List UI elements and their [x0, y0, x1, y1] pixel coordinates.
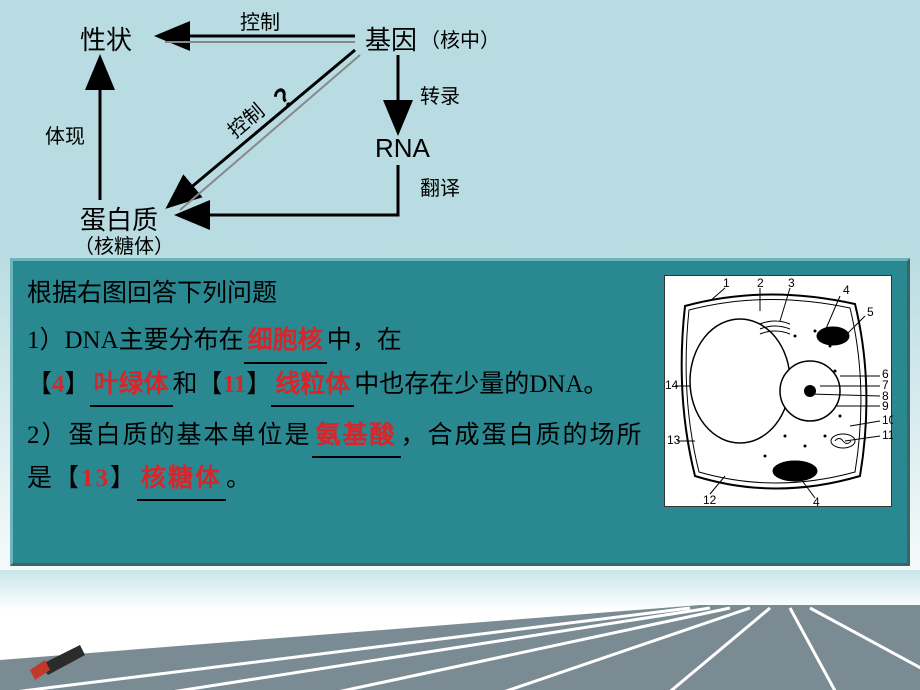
node-gene-loc: （核中）	[420, 24, 500, 53]
node-rna: RNA	[375, 133, 430, 164]
q2-ans2: 核糖体	[141, 465, 222, 492]
svg-text:9: 9	[882, 399, 889, 413]
svg-text:5: 5	[867, 305, 874, 319]
svg-text:13: 13	[667, 433, 681, 447]
svg-text:4: 4	[843, 283, 850, 297]
q1-suffix: 中也存在少量的DNA。	[354, 371, 608, 398]
question-1: 1）DNA主要分布在细胞核中，在 【4】叶绿体和【11】线粒体中也存在少量的DN…	[27, 320, 667, 407]
label-express: 体现	[45, 120, 85, 149]
svg-text:11: 11	[882, 428, 893, 442]
q1-mid3: 】	[246, 371, 271, 398]
running-track	[0, 570, 920, 690]
q2-mid2: 】	[110, 465, 137, 492]
q1-ans3: 线粒体	[275, 371, 350, 398]
label-translate: 翻译	[420, 172, 460, 201]
node-protein-loc: （核糖体）	[74, 230, 174, 259]
q1-mid2: 和【	[173, 371, 223, 398]
q1-ans2: 叶绿体	[94, 371, 169, 398]
q1-b2num: 11	[223, 371, 247, 398]
node-trait: 性状	[80, 20, 132, 57]
concept-diagram: 性状 基因 （核中） RNA 蛋白质 （核糖体） 控制 转录 翻译 体现 控制 …	[0, 0, 920, 250]
q2-bnum: 13	[81, 465, 110, 492]
q1-mid: 中，在	[327, 327, 402, 354]
q2-prefix: 2）蛋白质的基本单位是	[27, 422, 312, 449]
q1-ans1: 细胞核	[248, 327, 323, 354]
svg-text:1: 1	[723, 276, 730, 290]
label-control: 控制	[240, 6, 280, 35]
q1-bracket1: 【4】	[27, 371, 90, 398]
label-transcribe: 转录	[420, 80, 460, 109]
svg-text:2: 2	[757, 276, 764, 290]
cell-diagram: 123 45 678 91011 412 1314	[664, 275, 892, 507]
svg-text:14: 14	[665, 378, 679, 392]
q2-suffix: 。	[226, 465, 253, 492]
svg-text:4: 4	[813, 495, 820, 508]
svg-text:10: 10	[882, 413, 893, 427]
node-gene: 基因	[365, 20, 417, 57]
question-2: 2）蛋白质的基本单位是氨基酸，合成蛋白质的场所是【13】核糖体。	[27, 415, 667, 502]
svg-text:3: 3	[788, 276, 795, 290]
q2-ans1: 氨基酸	[316, 422, 397, 449]
q1-b1num: 4	[52, 371, 65, 398]
q1-prefix: 1）DNA主要分布在	[27, 327, 244, 354]
svg-text:12: 12	[703, 493, 717, 507]
